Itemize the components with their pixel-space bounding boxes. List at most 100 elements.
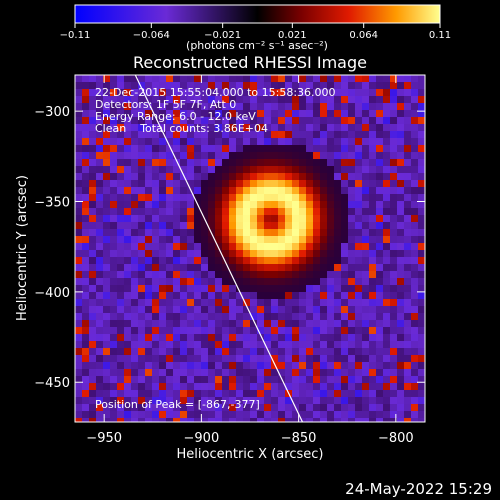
heatmap-cell [320,320,327,327]
heatmap-cell [292,103,299,110]
heatmap-cell [138,369,145,376]
heatmap-cell [201,173,208,180]
heatmap-cell [383,418,390,422]
heatmap-cell [208,194,215,201]
heatmap-cell [327,271,334,278]
heatmap-cell [264,236,271,243]
heatmap-cell [173,376,180,383]
heatmap-cell [369,404,376,411]
heatmap-cell [173,383,180,390]
heatmap-cell [75,411,82,418]
heatmap-cell [306,166,313,173]
heatmap-cell [355,124,362,131]
heatmap-cell [89,334,96,341]
heatmap-cell [264,306,271,313]
heatmap-cell [236,145,243,152]
heatmap-cell [173,243,180,250]
heatmap-cell [362,376,369,383]
heatmap-cell [236,341,243,348]
heatmap-cell [215,362,222,369]
heatmap-cell [229,145,236,152]
heatmap-cell [103,110,110,117]
heatmap-cell [327,229,334,236]
heatmap-cell [166,285,173,292]
heatmap-cell [348,411,355,418]
heatmap-cell [110,369,117,376]
heatmap-cell [383,236,390,243]
heatmap-cell [229,320,236,327]
heatmap-cell [292,250,299,257]
heatmap-cell [278,96,285,103]
heatmap-cell [124,103,131,110]
heatmap-cell [327,348,334,355]
heatmap-cell [271,369,278,376]
heatmap-cell [89,173,96,180]
heatmap-cell [229,75,236,82]
heatmap-cell [264,250,271,257]
heatmap-cell [131,285,138,292]
heatmap-cell [75,320,82,327]
heatmap-cell [82,376,89,383]
heatmap-cell [173,215,180,222]
heatmap-cell [75,215,82,222]
heatmap-cell [180,285,187,292]
heatmap-cell [243,201,250,208]
heatmap-cell [278,152,285,159]
heatmap-cell [341,369,348,376]
heatmap-cell [194,418,201,422]
heatmap-cell [334,180,341,187]
heatmap-cell [278,89,285,96]
heatmap-cell [166,327,173,334]
heatmap-cell [166,110,173,117]
heatmap-cell [320,390,327,397]
heatmap-cell [327,75,334,82]
heatmap-cell [82,306,89,313]
heatmap-cell [236,187,243,194]
heatmap-cell [383,110,390,117]
heatmap-cell [369,278,376,285]
heatmap-cell [369,327,376,334]
heatmap-cell [152,362,159,369]
heatmap-cell [82,292,89,299]
heatmap-cell [264,390,271,397]
heatmap-cell [159,243,166,250]
heatmap-cell [124,173,131,180]
heatmap-cell [369,75,376,82]
heatmap-cell [285,82,292,89]
heatmap-cell [131,229,138,236]
heatmap-cell [201,285,208,292]
heatmap-cell [355,299,362,306]
heatmap-cell [131,250,138,257]
heatmap-cell [355,390,362,397]
heatmap-cell [250,110,257,117]
heatmap-cell [376,397,383,404]
heatmap-cell [124,131,131,138]
heatmap-cell [334,376,341,383]
heatmap-cell [96,82,103,89]
heatmap-cell [236,103,243,110]
timestamp: 24-May-2022 15:29 [345,480,492,498]
heatmap-cell [215,327,222,334]
heatmap-cell [145,320,152,327]
heatmap-cell [397,376,404,383]
heatmap-cell [411,222,418,229]
heatmap-cell [299,96,306,103]
heatmap-cell [313,292,320,299]
heatmap-cell [411,299,418,306]
heatmap-cell [187,404,194,411]
heatmap-cell [348,355,355,362]
heatmap-cell [271,390,278,397]
heatmap-cell [236,152,243,159]
heatmap-cell [89,285,96,292]
heatmap-cell [411,348,418,355]
heatmap-cell [376,404,383,411]
heatmap-cell [355,313,362,320]
heatmap-cell [110,103,117,110]
heatmap-cell [131,376,138,383]
heatmap-cell [313,306,320,313]
heatmap-cell [418,215,425,222]
heatmap-cell [334,383,341,390]
heatmap-cell [313,376,320,383]
heatmap-cell [285,411,292,418]
heatmap-cell [285,362,292,369]
